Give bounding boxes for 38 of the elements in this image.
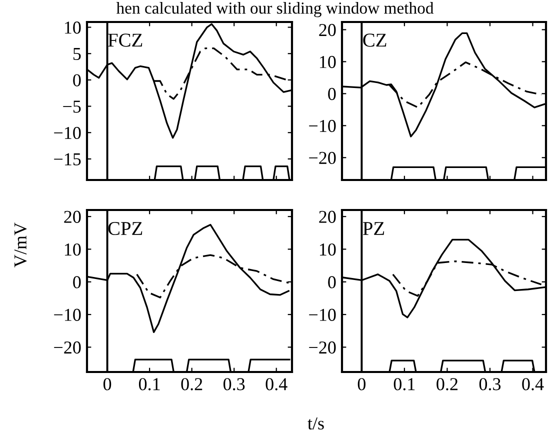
y-tick-label: 0	[328, 276, 336, 288]
y-tick-label: −20	[54, 341, 81, 354]
y-tick-label: 20	[319, 24, 336, 36]
x-tick-label: 0	[103, 378, 112, 390]
y-tick-label: −5	[63, 100, 81, 113]
text: hen calculated with our sliding window method	[116, 2, 434, 18]
y-tick-label: −10	[309, 308, 336, 321]
y-tick-label: −15	[54, 153, 81, 166]
x-tick-label: 0.3	[223, 378, 245, 390]
x-tick-label: 0.1	[394, 378, 415, 390]
y-tick-label: 10	[320, 56, 336, 68]
chart-title: CZ	[363, 34, 386, 47]
y-tick-label: 10	[64, 22, 81, 34]
y-tick-label: −20	[309, 152, 336, 164]
x-tick-label: 0.1	[138, 378, 160, 390]
y-tick-label: 0	[328, 88, 336, 100]
chart-title: CPZ	[108, 222, 142, 236]
chart-title: PZ	[362, 222, 384, 235]
y-tick-label: 0	[73, 276, 81, 288]
x-tick-label: 0.3	[479, 378, 501, 390]
y-tick-label: 20	[319, 210, 336, 223]
y-axis-title: V/mV	[14, 222, 27, 268]
y-tick-label: 20	[64, 210, 81, 223]
x-tick-label: 0.4	[522, 378, 544, 390]
y-tick-label: 5	[73, 48, 81, 60]
x-tick-label: 0.4	[266, 378, 288, 390]
y-tick-label: −20	[309, 341, 336, 354]
y-tick-label: 0	[73, 74, 81, 86]
y-tick-label: −10	[54, 126, 81, 140]
x-tick-label: 0.2	[436, 378, 458, 390]
x-tick-label: 0.2	[181, 378, 202, 390]
y-tick-label: 10	[320, 243, 336, 256]
y-tick-label: −10	[309, 120, 336, 132]
chart-title: FCZ	[108, 34, 142, 47]
y-tick-label: −10	[54, 308, 81, 321]
y-tick-label: 10	[64, 243, 81, 256]
x-axis-title: t/s	[308, 417, 324, 430]
x-tick-label: 0	[358, 378, 366, 390]
